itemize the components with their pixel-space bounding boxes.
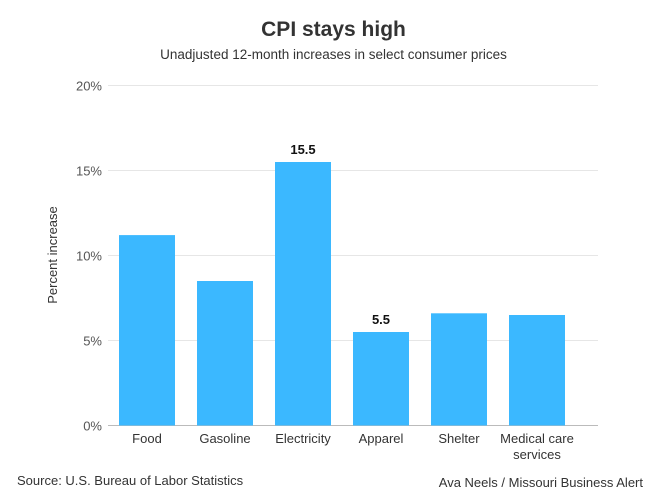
x-tick-label: services (513, 447, 561, 462)
x-tick-label: Food (132, 431, 162, 446)
data-label: 15.5 (290, 142, 315, 157)
y-tick-label: 0% (83, 419, 102, 434)
x-tick-label: Medical care (500, 431, 574, 446)
y-tick-label: 5% (83, 334, 102, 349)
bar-shelter (431, 313, 487, 426)
bar-apparel (353, 332, 409, 426)
bar-food (119, 235, 175, 426)
x-tick-label: Shelter (438, 431, 480, 446)
y-tick-label: 20% (76, 79, 102, 94)
x-tick-label: Electricity (275, 431, 331, 446)
y-axis-label: Percent increase (45, 206, 60, 304)
y-tick-label: 15% (76, 164, 102, 179)
source-note: Source: U.S. Bureau of Labor Statistics (17, 473, 244, 488)
bar-medical-care-services (509, 315, 565, 426)
x-tick-label: Apparel (359, 431, 404, 446)
data-label: 5.5 (372, 312, 390, 327)
credit-note: Ava Neels / Missouri Business Alert (438, 475, 643, 490)
chart-title: CPI stays high (261, 18, 406, 41)
bar-electricity (275, 162, 331, 426)
chart-subtitle: Unadjusted 12-month increases in select … (160, 47, 507, 62)
bar-gasoline (197, 281, 253, 426)
y-tick-label: 10% (76, 249, 102, 264)
x-tick-label: Gasoline (199, 431, 250, 446)
